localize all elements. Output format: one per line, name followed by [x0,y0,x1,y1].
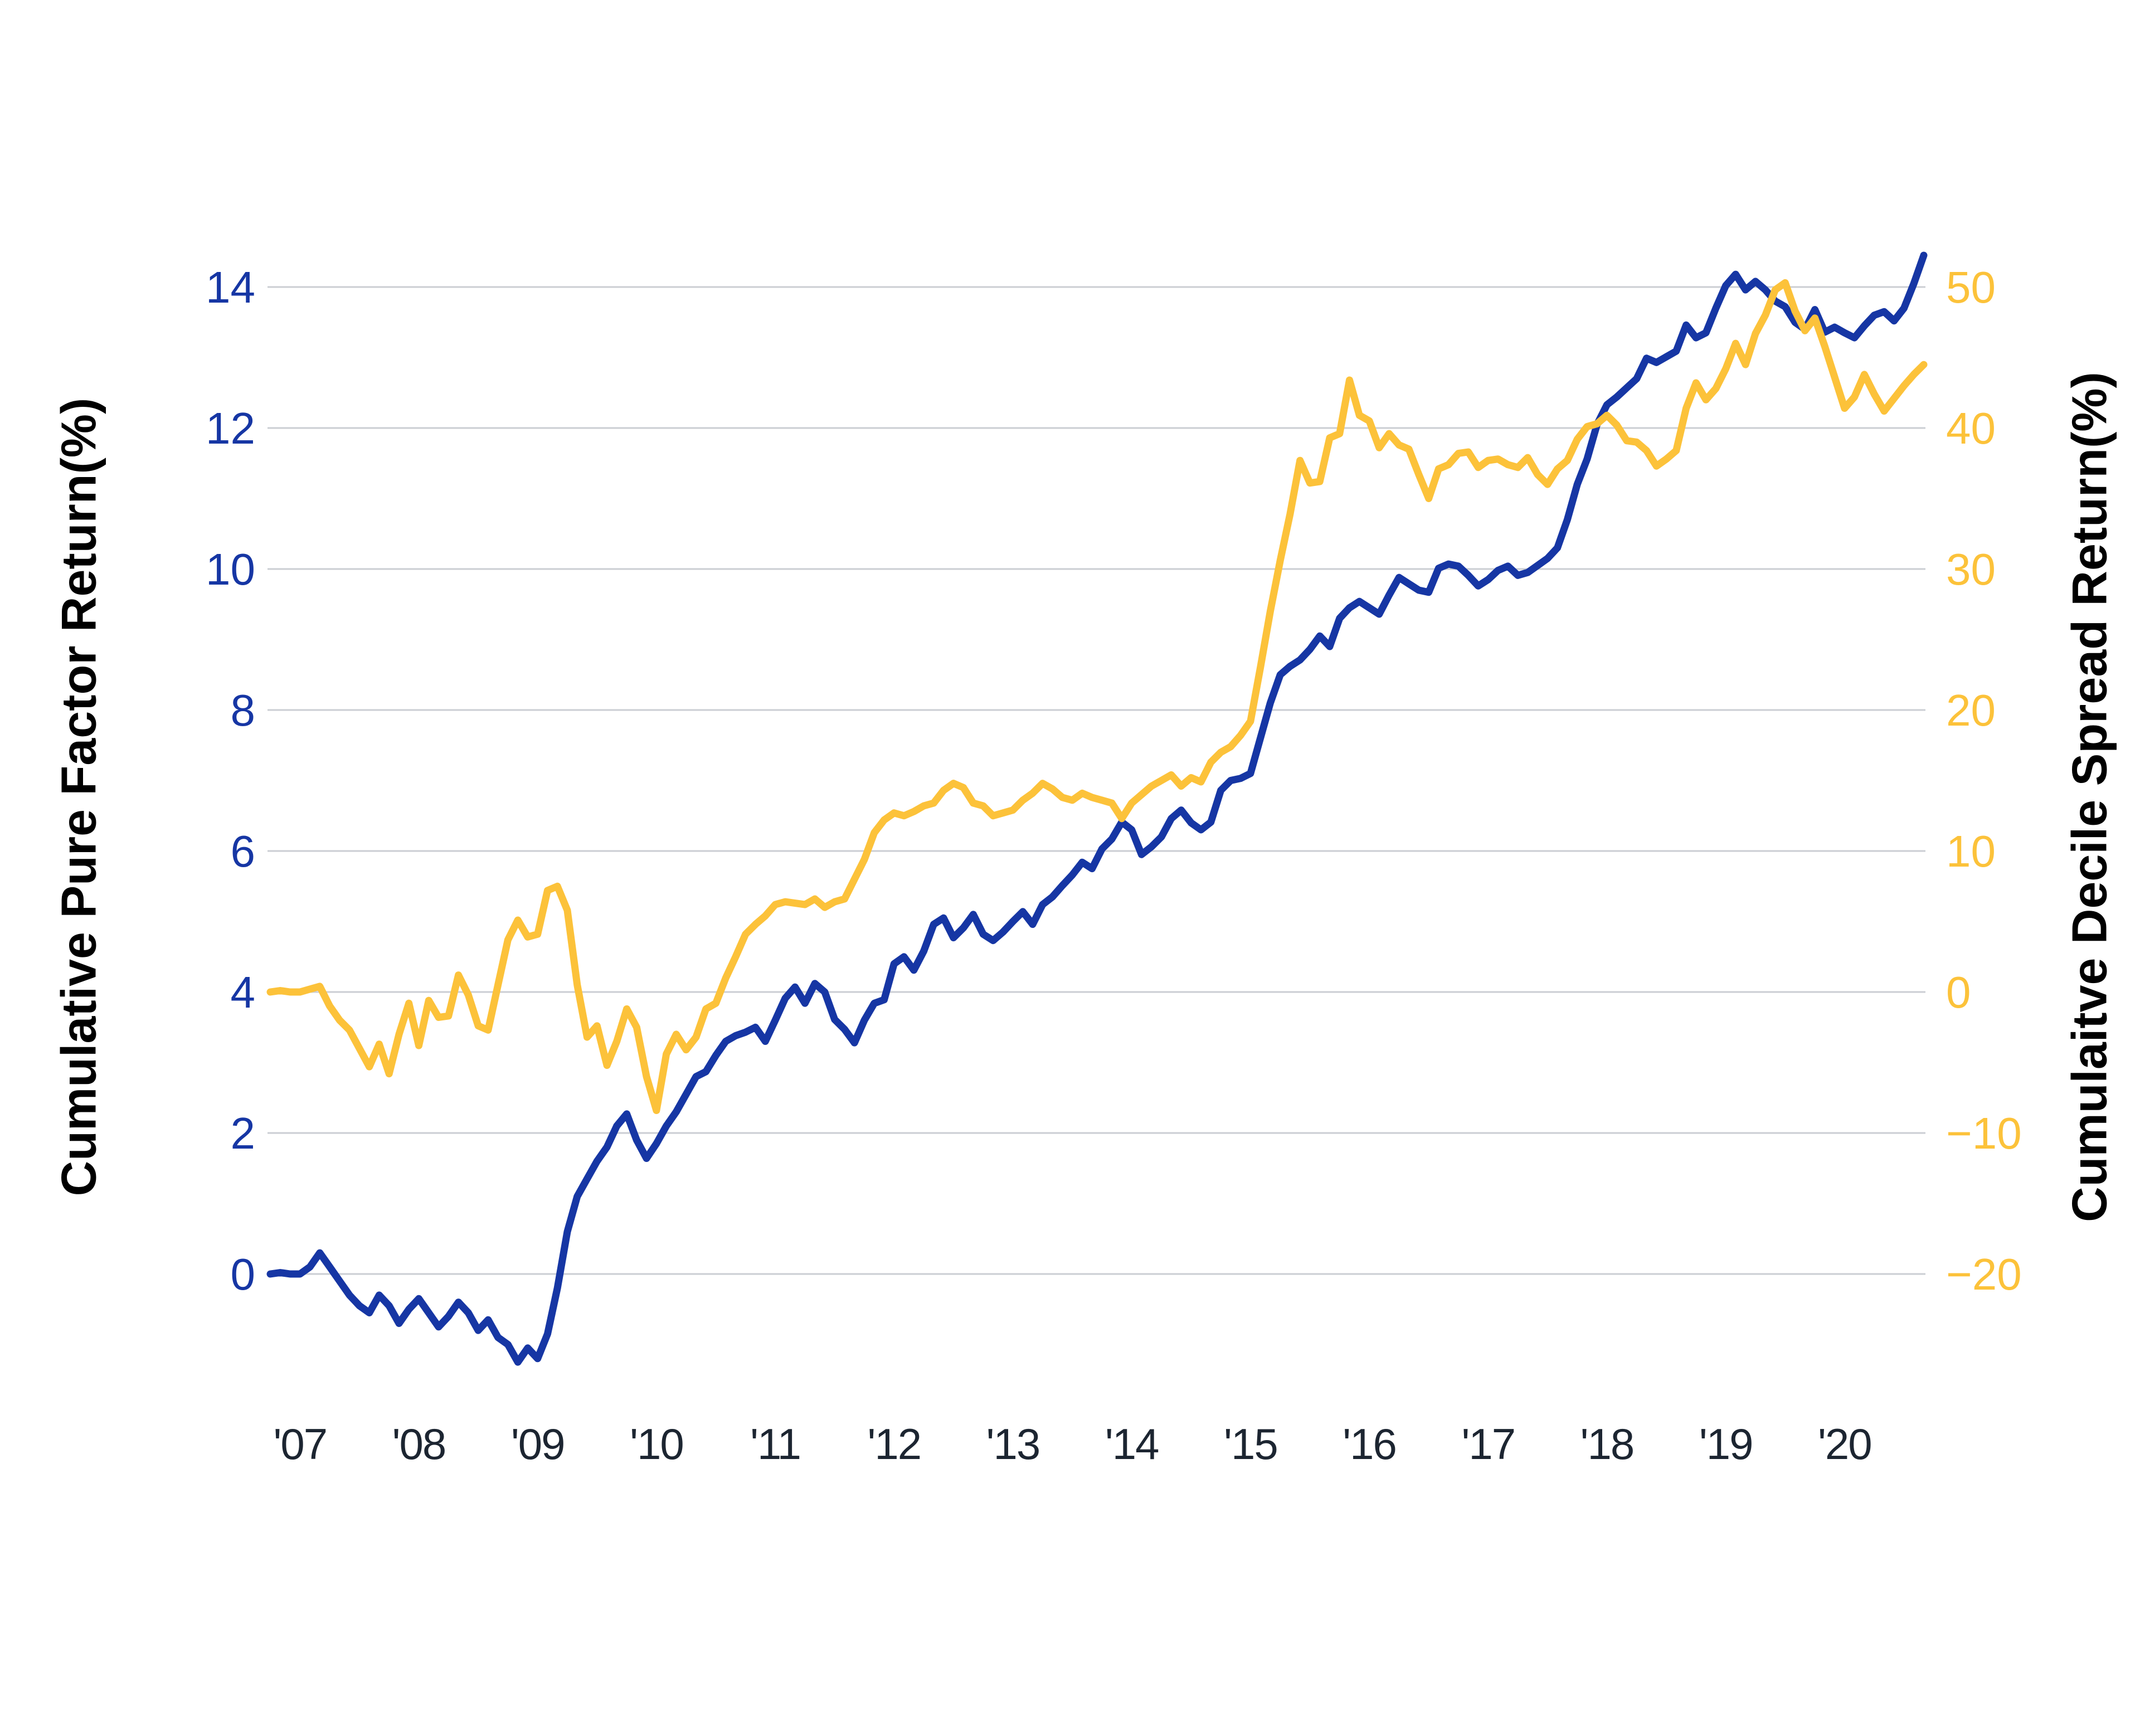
left-axis-title: Cumulative Pure Factor Return(%) [51,398,106,1197]
x-tick-label: '11 [750,1419,800,1468]
series-line-decile-spread-return [266,279,1928,1114]
left-tick-label: 2 [231,1108,256,1158]
x-tick-label: '14 [1105,1419,1159,1468]
right-tick-label: 40 [1946,403,1996,453]
left-tick-label: 10 [206,544,255,594]
x-tick-label: '08 [392,1419,446,1468]
gridlines [268,286,1925,1275]
left-tick-label: 14 [206,262,255,312]
left-tick-label: 8 [231,685,256,735]
right-tick-label: 20 [1946,685,1996,735]
left-axis-tick-labels: 14 12 10 8 6 4 2 0 [206,262,255,1299]
right-tick-label: 10 [1946,826,1996,876]
right-tick-label: −10 [1946,1108,2022,1158]
series-lines [266,251,1928,1366]
x-tick-label: '16 [1343,1419,1396,1468]
x-tick-label: '07 [273,1419,327,1468]
right-axis-title: Cumulaitve Decile Spread Return(%) [2061,372,2117,1222]
x-tick-label: '13 [986,1419,1040,1468]
left-tick-label: 4 [231,967,256,1017]
x-tick-label: '10 [630,1419,683,1468]
x-axis-tick-labels: '07 '08 '09 '10 '11 '12 '13 '14 '15 '16 '17 '18 '19 '… [273,1419,1872,1468]
left-tick-label: 12 [206,403,255,453]
right-axis-tick-labels: 50 40 30 20 10 0 −10 −20 [1946,262,2022,1299]
right-tick-label: 30 [1946,544,1996,594]
x-tick-label: '15 [1224,1419,1277,1468]
right-tick-label: 0 [1946,967,1971,1017]
left-tick-label: 0 [231,1249,256,1299]
x-tick-label: '12 [867,1419,921,1468]
left-tick-label: 6 [231,826,256,876]
series-line-pure-factor-return [266,251,1928,1366]
x-tick-label: '18 [1580,1419,1634,1468]
right-tick-label: 50 [1946,262,1996,312]
x-tick-label: '09 [511,1419,565,1468]
right-tick-label: −20 [1946,1249,2022,1299]
x-tick-label: '19 [1699,1419,1753,1468]
x-tick-label: '17 [1461,1419,1515,1468]
x-tick-label: '20 [1818,1419,1871,1468]
